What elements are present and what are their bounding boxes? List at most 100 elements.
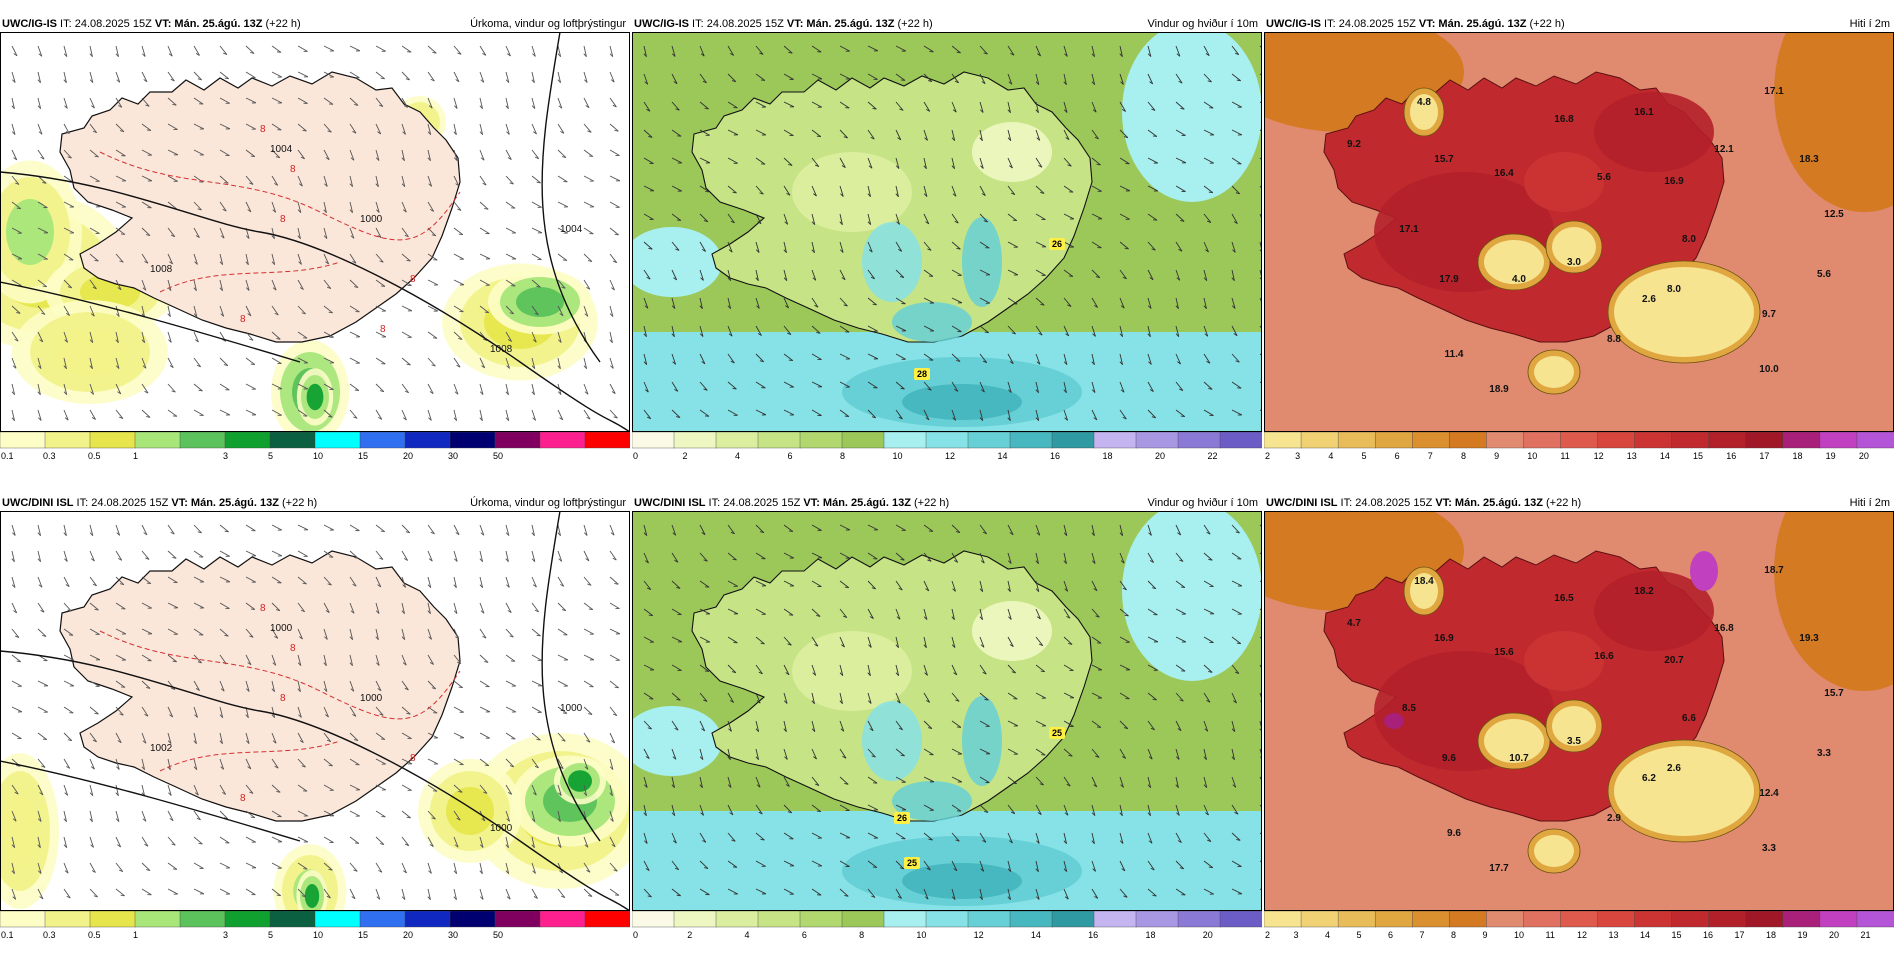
colorbar-tick-label: 15 — [358, 450, 368, 462]
model-name: UWC/IG-IS — [2, 18, 57, 30]
colorbar-tick-label: 18 — [1103, 450, 1113, 462]
gust-label: 25 — [1052, 728, 1062, 738]
colorbar-tick-label: 8 — [840, 450, 845, 462]
panel-title: Úrkoma, vindur og loftþrýstingur — [470, 16, 626, 32]
temperature-value: 16.1 — [1634, 107, 1654, 118]
colorbar-tick-label: 20 — [403, 929, 413, 941]
colorbar-tick-label: 15 — [1693, 450, 1703, 462]
temperature-contour-label: 8 — [280, 693, 286, 704]
colorbar-swatch — [1820, 911, 1858, 927]
panel-header: UWC/IG-IS IT: 24.08.2025 15Z VT: Mán. 25… — [0, 16, 630, 32]
colorbar-tick-label: 19 — [1826, 450, 1836, 462]
isobar-label: 1004 — [560, 224, 583, 235]
forecast-panel-temp: UWC/IG-IS IT: 24.08.2025 15Z VT: Mán. 25… — [1264, 16, 1894, 476]
gust-label: 28 — [917, 369, 927, 379]
colorbar-swatch — [1264, 432, 1302, 448]
temperature-value: 4.8 — [1417, 97, 1431, 108]
colorbar-tick-label: 10 — [313, 929, 323, 941]
temperature-contour-label: 8 — [380, 324, 386, 335]
colorbar-swatch — [1220, 911, 1262, 927]
valid-time: VT: Mán. 25.ágú. 13Z — [787, 18, 895, 30]
isobar-label: 1008 — [490, 344, 513, 355]
colorbar-tick-label: 17 — [1735, 929, 1745, 941]
colorbar-swatch — [1052, 432, 1095, 448]
colorbar-tick-label: 4 — [745, 929, 750, 941]
map-view: 18.44.716.915.616.516.618.220.716.818.71… — [1264, 511, 1894, 911]
temperature-value: 17.1 — [1399, 224, 1419, 235]
temperature-value: 15.7 — [1434, 154, 1454, 165]
colorbar-tick-label: 14 — [1031, 929, 1041, 941]
colorbar-swatch — [0, 911, 46, 927]
colorbar-swatch — [1178, 911, 1221, 927]
colorbar-swatch — [1010, 911, 1053, 927]
colorbar-tick-label: 0.1 — [1, 929, 14, 941]
colorbar-swatch — [225, 911, 271, 927]
temperature-value: 15.6 — [1494, 647, 1514, 658]
colorbar-tick-label: 9 — [1494, 450, 1499, 462]
colorbar-tick-label: 2 — [687, 929, 692, 941]
temperature-value: 2.9 — [1607, 813, 1621, 824]
temperature-contour-label: 8 — [280, 214, 286, 225]
colorbar-swatch — [1672, 432, 1710, 448]
valid-time: VT: Mán. 25.ágú. 13Z — [803, 497, 911, 509]
temperature-value: 18.9 — [1489, 384, 1509, 395]
colorbar-swatch — [716, 432, 759, 448]
colorbar-tick-label: 3 — [1295, 450, 1300, 462]
temperature-contour-label: 8 — [290, 164, 296, 175]
panel-title: Vindur og hviður í 10m — [1148, 495, 1258, 511]
colorbar-tick-label: 2 — [1265, 450, 1270, 462]
colorbar-tick-label: 0.5 — [88, 450, 101, 462]
colorbar-tick-label: 16 — [1703, 929, 1713, 941]
colorbar-tick-label: 15 — [358, 929, 368, 941]
colorbar-tick-label: 11 — [1546, 929, 1555, 941]
model-name: UWC/IG-IS — [634, 18, 689, 30]
colorbar-swatch — [1301, 432, 1339, 448]
temperature-value: 9.2 — [1347, 139, 1361, 150]
colorbar-swatch — [225, 432, 271, 448]
panel-header: UWC/DINI ISL IT: 24.08.2025 15Z VT: Mán.… — [1264, 495, 1894, 511]
temperature-value: 18.3 — [1799, 154, 1819, 165]
panel-run-info: UWC/DINI ISL IT: 24.08.2025 15Z VT: Mán.… — [1266, 495, 1581, 511]
isobar-label: 1000 — [270, 623, 293, 634]
colorbar-swatch — [90, 432, 136, 448]
isobar-label: 1004 — [270, 144, 293, 155]
colorbar-swatch — [1820, 432, 1858, 448]
panel-title: Úrkoma, vindur og loftþrýstingur — [470, 495, 626, 511]
colorbar-swatch — [585, 911, 630, 927]
temperature-value: 16.9 — [1664, 176, 1684, 187]
panel-header: UWC/IG-IS IT: 24.08.2025 15Z VT: Mán. 25… — [632, 16, 1262, 32]
isobar-label: 1000 — [490, 823, 513, 834]
colorbar-swatch — [1523, 432, 1561, 448]
colorbar-swatch — [1449, 911, 1487, 927]
colorbar-swatch — [1857, 432, 1894, 448]
temperature-value: 2.6 — [1667, 763, 1681, 774]
colorbar-tick-label: 4 — [1325, 929, 1330, 941]
panel-run-info: UWC/IG-IS IT: 24.08.2025 15Z VT: Mán. 25… — [634, 16, 933, 32]
colorbar-tick-label: 20 — [403, 450, 413, 462]
colorbar-tick-label: 10 — [893, 450, 903, 462]
model-name: UWC/DINI ISL — [1266, 497, 1338, 509]
colorbar-tick-label: 18 — [1145, 929, 1155, 941]
temperature-value: 16.9 — [1434, 633, 1454, 644]
temperature-value: 16.5 — [1554, 593, 1574, 604]
temperature-value: 10.7 — [1509, 753, 1529, 764]
forecast-panel-wind: UWC/DINI ISL IT: 24.08.2025 15Z VT: Mán.… — [632, 495, 1262, 955]
panel-run-info: UWC/IG-IS IT: 24.08.2025 15Z VT: Mán. 25… — [1266, 16, 1565, 32]
colorbar-swatch — [842, 911, 885, 927]
colorbar-tick-label: 20 — [1829, 929, 1839, 941]
colorbar-tick-label: 13 — [1627, 450, 1637, 462]
colorbar-tick-label: 6 — [1395, 450, 1400, 462]
temperature-value: 20.7 — [1664, 655, 1684, 666]
colorbar-tick-label: 5 — [1357, 929, 1362, 941]
colorbar-swatch — [1709, 911, 1747, 927]
colorbar-swatch — [1486, 911, 1524, 927]
colorbar-tick-label: 15 — [1672, 929, 1682, 941]
colorbar-tick-label: 0.5 — [88, 929, 101, 941]
temperature-value: 5.6 — [1597, 172, 1611, 183]
colorbar-swatch — [1301, 911, 1339, 927]
colorbar-tick-label: 3 — [1294, 929, 1299, 941]
temperature-value: 10.0 — [1759, 364, 1779, 375]
